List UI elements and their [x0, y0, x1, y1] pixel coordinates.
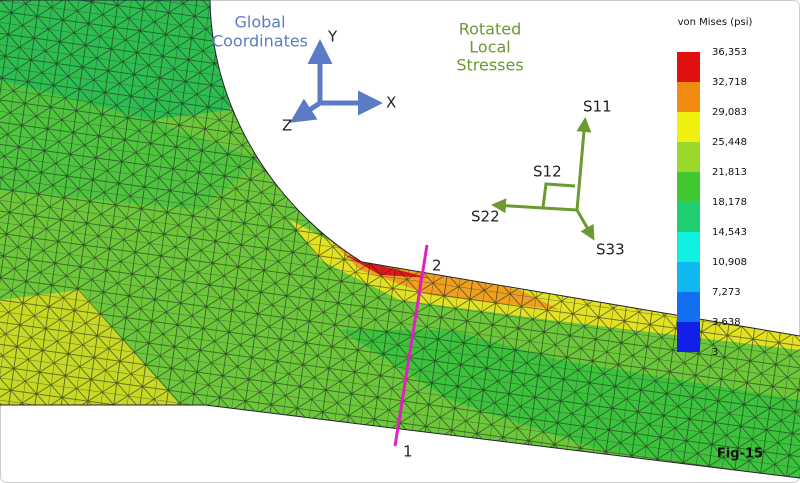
legend-label: 32,718 — [712, 77, 747, 88]
local-title: Local — [469, 38, 510, 57]
axis-label: S11 — [583, 98, 612, 116]
legend-label: 18,178 — [712, 197, 747, 208]
legend-label: 21,813 — [712, 167, 747, 178]
legend-label: 3,638 — [712, 317, 741, 328]
axis-label: Y — [327, 28, 338, 46]
section-line — [393, 244, 429, 447]
legend-label: 10,908 — [712, 257, 747, 268]
axis-label: S12 — [533, 163, 562, 181]
local-title: Stresses — [456, 56, 523, 75]
global-title: Global — [234, 13, 285, 32]
section-end: 2 — [432, 257, 442, 275]
global-axes — [289, 39, 383, 123]
axis-label: S22 — [471, 208, 500, 226]
legend-label: 36,353 — [712, 47, 747, 58]
legend-label: 3 — [712, 347, 718, 358]
local-title: Rotated — [459, 20, 522, 39]
legend-labels: 36,353 32,718 29,083 25,448 21,813 18,178 14,5… — [712, 47, 747, 358]
legend-bar — [677, 52, 700, 352]
axis-label: X — [386, 94, 396, 112]
axis-label: S33 — [596, 241, 625, 259]
section-start: 1 — [403, 443, 413, 461]
legend-label: 14,543 — [712, 227, 747, 238]
legend-label: 25,448 — [712, 137, 747, 148]
figure-label: Fig-15 — [717, 447, 763, 462]
local-axes — [491, 117, 595, 241]
legend-title: von Mises (psi) — [678, 17, 753, 28]
legend-label: 7,273 — [712, 287, 741, 298]
legend-label: 29,083 — [712, 107, 747, 118]
global-title: Coordinates — [212, 32, 308, 51]
axis-label: Z — [282, 117, 292, 135]
